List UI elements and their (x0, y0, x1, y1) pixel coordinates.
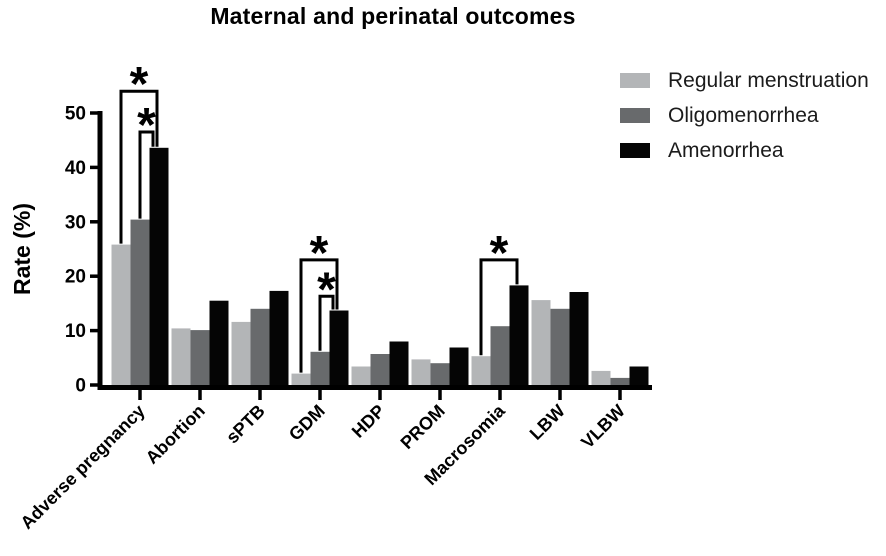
legend-item: Regular menstruation (620, 63, 869, 98)
x-tick-label: sPTB (222, 401, 269, 448)
x-tick-label: LBW (526, 401, 569, 444)
bar (250, 308, 270, 385)
bar (411, 359, 431, 385)
x-tick-label: Adverse pregnancy (17, 401, 149, 533)
bar (329, 310, 349, 385)
bar (111, 244, 131, 385)
legend: Regular menstruation Oligomenorrhea Amenor… (620, 63, 869, 168)
y-tick-label: 30 (65, 212, 86, 233)
bar (430, 363, 450, 385)
significance-star: * (310, 227, 329, 280)
bar (351, 366, 371, 385)
significance-star: * (490, 227, 509, 280)
significance-bracket (479, 258, 519, 356)
bar (269, 290, 289, 385)
y-tick-label: 20 (65, 267, 86, 288)
y-tick-label: 0 (75, 376, 86, 397)
x-tick-label: HDP (348, 401, 389, 442)
legend-swatch (620, 108, 650, 123)
bar (591, 370, 611, 385)
x-tick-label: GDM (285, 401, 329, 445)
bar (310, 351, 330, 385)
bar (370, 354, 390, 385)
bar (231, 321, 251, 385)
significance-bracket (318, 294, 335, 351)
bar (130, 219, 150, 385)
significance-bracket (138, 130, 155, 219)
significance-star: * (130, 58, 149, 111)
bar (449, 347, 469, 385)
bar (509, 285, 529, 385)
legend-item: Amenorrhea (620, 133, 869, 168)
bar (209, 300, 229, 385)
bar (471, 356, 491, 385)
bar (490, 326, 510, 385)
bar (629, 366, 649, 385)
legend-label: Oligomenorrhea (668, 103, 819, 127)
bar (291, 373, 311, 385)
bar (190, 330, 210, 385)
bar (610, 377, 630, 385)
significance-star: * (137, 99, 156, 152)
bar (149, 147, 169, 385)
legend-swatch (620, 143, 650, 158)
x-tick-label: VLBW (577, 401, 629, 453)
bar (550, 308, 570, 385)
bar (389, 341, 409, 385)
significance-bracket (299, 258, 339, 373)
significance-star: * (317, 263, 336, 316)
y-tick-label: 50 (65, 104, 86, 125)
significance-bracket (119, 89, 159, 244)
legend-swatch (620, 73, 650, 88)
y-tick-label: 40 (65, 158, 86, 179)
chart-title: Maternal and perinatal outcomes (210, 3, 576, 29)
legend-item: Oligomenorrhea (620, 98, 869, 133)
legend-label: Amenorrhea (668, 138, 784, 162)
y-tick-label: 10 (65, 321, 86, 342)
bar (531, 300, 551, 385)
y-axis-title: Rate (%) (9, 203, 35, 295)
bar (569, 292, 589, 385)
x-tick-label: PROM (397, 401, 449, 453)
bar (171, 328, 191, 385)
legend-label: Regular menstruation (668, 68, 869, 92)
x-tick-label: Abortion (142, 401, 209, 468)
